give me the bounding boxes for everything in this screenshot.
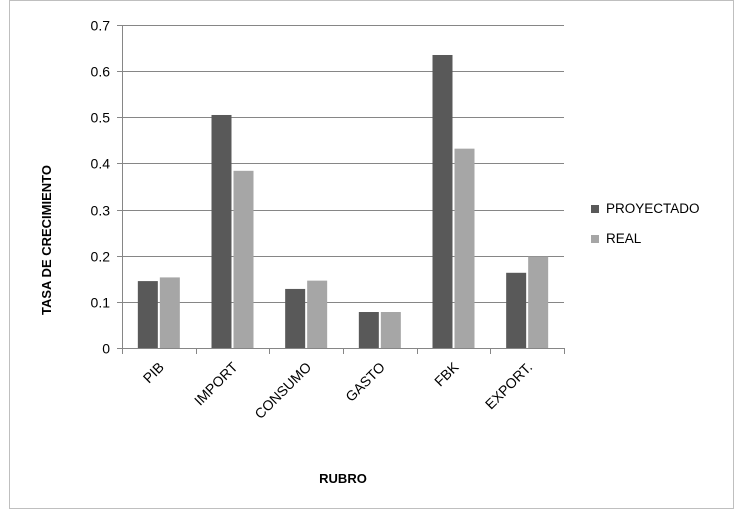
bar-proyectado-import — [211, 114, 232, 348]
legend-swatch-real — [591, 235, 599, 243]
bar-real-import — [233, 170, 254, 348]
bar-proyectado-gasto — [358, 312, 379, 348]
x-axis-title: RUBRO — [319, 471, 367, 486]
y-tick-label: 0.4 — [91, 156, 111, 172]
legend: PROYECTADO REAL — [591, 201, 700, 246]
bar-proyectado-consumo — [285, 288, 306, 348]
y-tick-label: 0 — [102, 341, 110, 357]
bar-real-fbk — [454, 148, 475, 348]
y-tick-label: 0.7 — [91, 18, 111, 34]
bar-proyectado-fbk — [432, 54, 453, 348]
y-tick-label: 0.5 — [91, 110, 111, 126]
bar-real-export — [528, 256, 549, 348]
bar-real-pib — [159, 277, 180, 348]
y-tick-label: 0.1 — [91, 295, 111, 311]
legend-label-real: REAL — [606, 231, 642, 246]
bar-proyectado-pib — [137, 281, 158, 348]
bars — [137, 54, 549, 348]
chart-border — [9, 0, 734, 509]
legend-label-proyectado: PROYECTADO — [606, 201, 700, 216]
y-tick-label: 0.2 — [91, 249, 111, 265]
y-tick-labels: 0 0.1 0.2 0.3 0.4 0.5 0.6 0.7 — [91, 18, 111, 357]
axes — [122, 25, 565, 354]
y-tick-label: 0.6 — [91, 64, 111, 80]
bar-real-consumo — [307, 280, 328, 348]
y-tick-label: 0.3 — [91, 203, 111, 219]
y-axis-title: TASA DE CRECIMIENTO — [39, 165, 54, 315]
gridlines — [117, 25, 564, 349]
bar-real-gasto — [380, 312, 401, 348]
bar-proyectado-export — [506, 272, 527, 348]
legend-swatch-proyectado — [591, 205, 599, 213]
